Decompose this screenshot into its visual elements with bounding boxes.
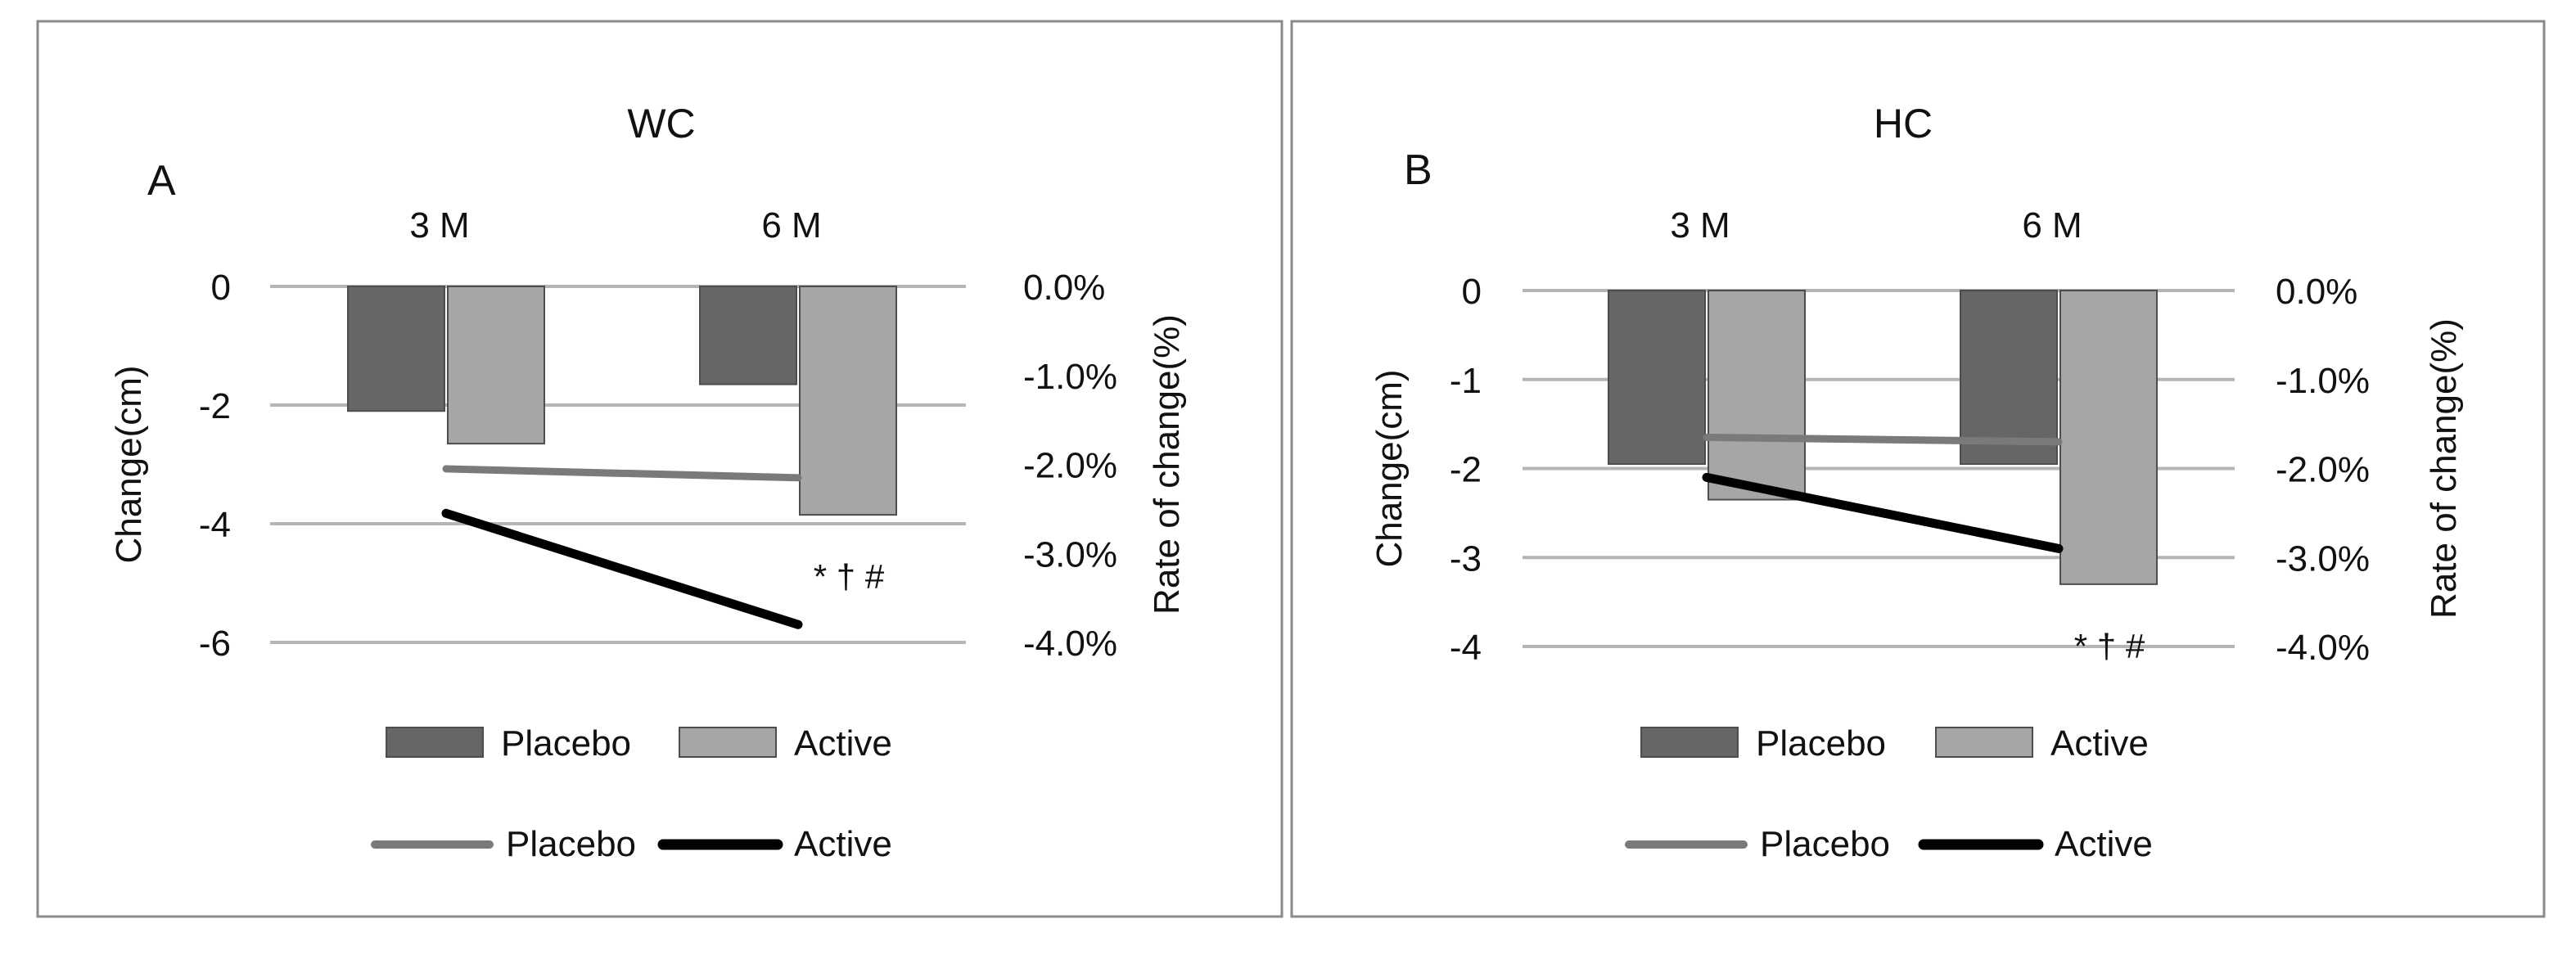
y-tick-label: -1 bbox=[1450, 361, 1482, 401]
y2-tick-label: -2.0% bbox=[1023, 446, 1117, 486]
legend-label-bar-placebo: Placebo bbox=[501, 723, 631, 764]
y-axis-label: Change(cm) bbox=[109, 365, 149, 563]
y2-tick-label: -4.0% bbox=[2276, 628, 2370, 668]
bar-placebo-1 bbox=[1608, 290, 1706, 466]
y-tick-label: -4 bbox=[1450, 628, 1482, 668]
category-label: 6 M bbox=[761, 205, 821, 246]
y-tick-label: 0 bbox=[211, 268, 231, 308]
y-tick-label: -2 bbox=[199, 386, 231, 426]
bar-active-2 bbox=[2059, 290, 2158, 585]
y2-tick-label: -1.0% bbox=[1023, 357, 1117, 397]
chart-title-a: WC bbox=[627, 101, 695, 146]
y2-axis-label: Rate of change(%) bbox=[2424, 318, 2464, 619]
y-tick-label: -3 bbox=[1450, 538, 1482, 579]
y-tick-label: -2 bbox=[1450, 450, 1482, 490]
category-label: 3 M bbox=[1670, 205, 1730, 246]
bar-placebo-2 bbox=[1960, 290, 2058, 466]
line-active bbox=[441, 508, 803, 629]
panel-a-frame bbox=[36, 20, 1283, 918]
line-placebo bbox=[1703, 433, 2063, 446]
y2-tick-label: -3.0% bbox=[1023, 534, 1117, 574]
legend-label-bar-active: Active bbox=[2050, 723, 2149, 764]
bar-active-1 bbox=[447, 286, 545, 445]
category-label: 6 M bbox=[2022, 205, 2082, 246]
y-axis-label: Change(cm) bbox=[1369, 369, 1410, 567]
legend-swatch-bar-active bbox=[1935, 727, 2033, 758]
legend-label-line-placebo: Placebo bbox=[1760, 824, 1890, 864]
y2-tick-label: 0.0% bbox=[1023, 268, 1105, 308]
y2-axis-label: Rate of change(%) bbox=[1147, 314, 1187, 615]
legend-label-line-active: Active bbox=[794, 824, 892, 864]
bar-active-1 bbox=[1708, 290, 1806, 501]
y-tick-label: -6 bbox=[199, 624, 231, 664]
legend-swatch-bar-placebo bbox=[1640, 727, 1739, 758]
y2-tick-label: 0.0% bbox=[2276, 272, 2357, 312]
category-label: 3 M bbox=[409, 205, 469, 246]
panel-label-b: B bbox=[1404, 146, 1432, 194]
bar-placebo-2 bbox=[699, 286, 797, 385]
y2-tick-label: -3.0% bbox=[2276, 538, 2370, 579]
y-tick-label: 0 bbox=[1462, 272, 1482, 312]
legend-label-line-placebo: Placebo bbox=[506, 824, 636, 864]
panel-label-a: A bbox=[147, 157, 176, 205]
bar-active-2 bbox=[799, 286, 897, 516]
significance-annotation: * † # bbox=[2074, 627, 2145, 665]
panel-a: WC A 0 -2 -4 -6 0.0% -1.0% -2.0% -3.0% -4.0% Change… bbox=[109, 101, 1187, 864]
y2-tick-label: -4.0% bbox=[1023, 624, 1117, 664]
legend-swatch-bar-active bbox=[679, 727, 777, 758]
panel-b: HC B 0 -1 -2 -3 -4 0.0% -1.0% -2.0% -3.0% -4.0% Chan… bbox=[1369, 101, 2464, 864]
y2-tick-label: -1.0% bbox=[2276, 361, 2370, 401]
chart-title-b: HC bbox=[1874, 101, 1933, 146]
y2-tick-label: -2.0% bbox=[2276, 450, 2370, 490]
legend-label-bar-active: Active bbox=[794, 723, 892, 764]
line-placebo bbox=[442, 465, 802, 482]
legend-label-bar-placebo: Placebo bbox=[1756, 723, 1886, 764]
legend-label-line-active: Active bbox=[2055, 824, 2153, 864]
significance-annotation: * † # bbox=[814, 557, 885, 596]
y-tick-label: -4 bbox=[199, 505, 231, 545]
bar-placebo-1 bbox=[347, 286, 445, 412]
legend-swatch-bar-placebo bbox=[386, 727, 484, 758]
line-active bbox=[1702, 472, 2064, 553]
